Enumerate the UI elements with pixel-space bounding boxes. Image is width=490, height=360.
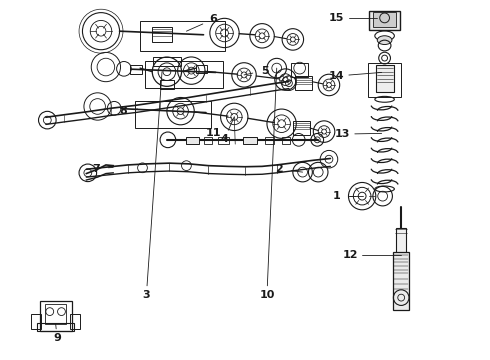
Bar bbox=[292, 63, 308, 77]
Bar bbox=[373, 12, 396, 27]
Bar bbox=[368, 63, 401, 96]
Ellipse shape bbox=[377, 36, 392, 45]
Bar bbox=[186, 137, 198, 144]
Bar bbox=[376, 65, 394, 92]
Bar bbox=[37, 323, 74, 331]
Bar bbox=[145, 61, 223, 88]
Bar bbox=[153, 57, 181, 66]
Text: 8: 8 bbox=[119, 106, 127, 116]
Bar bbox=[31, 315, 41, 329]
Bar bbox=[282, 137, 291, 144]
Text: 6: 6 bbox=[209, 14, 217, 24]
Text: 13: 13 bbox=[335, 129, 350, 139]
Bar bbox=[140, 22, 225, 51]
Text: 15: 15 bbox=[329, 13, 344, 23]
Bar bbox=[396, 228, 406, 260]
Text: 14: 14 bbox=[329, 71, 344, 81]
Bar bbox=[218, 137, 229, 144]
Bar bbox=[135, 101, 211, 128]
Bar bbox=[45, 305, 66, 324]
Text: 2: 2 bbox=[275, 164, 283, 174]
Bar bbox=[293, 121, 310, 135]
Text: 4: 4 bbox=[220, 134, 228, 144]
Text: 3: 3 bbox=[143, 290, 150, 300]
Bar bbox=[40, 301, 72, 331]
Bar bbox=[203, 137, 212, 144]
Bar bbox=[196, 65, 207, 73]
Bar bbox=[295, 76, 312, 90]
Bar bbox=[265, 137, 274, 144]
Text: 10: 10 bbox=[259, 290, 275, 300]
Bar bbox=[152, 27, 172, 42]
Text: 5: 5 bbox=[261, 66, 269, 76]
Bar bbox=[160, 80, 174, 89]
Text: 12: 12 bbox=[342, 250, 358, 260]
Bar bbox=[393, 252, 409, 310]
Text: 11: 11 bbox=[205, 129, 221, 138]
Text: 9: 9 bbox=[53, 333, 61, 343]
Bar bbox=[70, 315, 80, 329]
Bar bbox=[369, 11, 400, 30]
Bar bbox=[130, 65, 143, 74]
Text: 1: 1 bbox=[333, 191, 341, 201]
Text: 7: 7 bbox=[92, 163, 100, 174]
Bar bbox=[243, 137, 257, 144]
